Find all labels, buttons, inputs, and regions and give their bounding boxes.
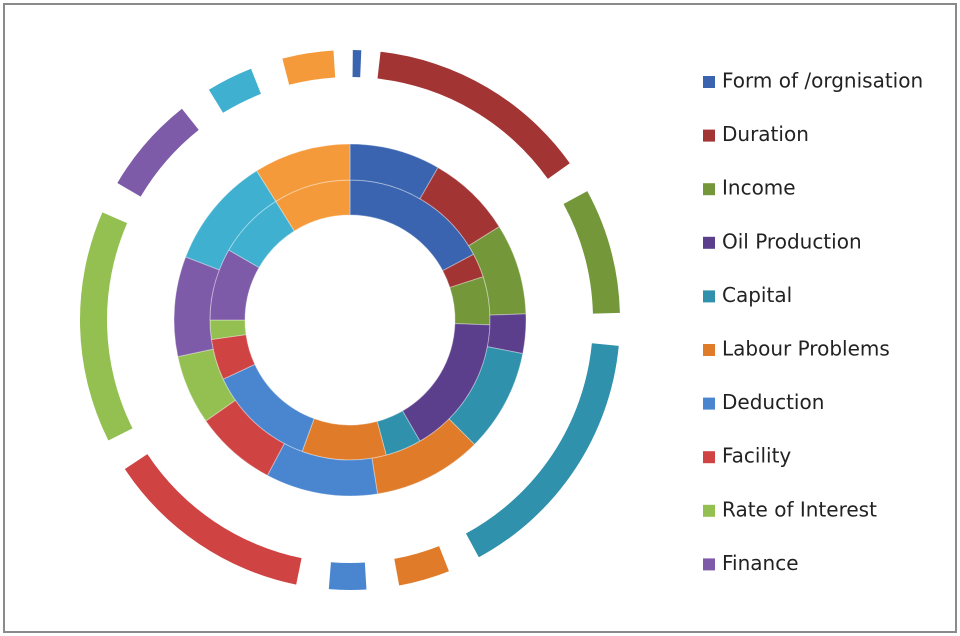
doughnut-segment <box>256 143 351 202</box>
doughnut-segment <box>465 343 619 558</box>
doughnut-segment <box>376 410 421 456</box>
legend-label: Oil Production <box>722 229 862 253</box>
legend-swatch <box>703 290 715 303</box>
doughnut-segment <box>208 68 261 113</box>
doughnut-segment <box>377 51 570 179</box>
doughnut-segment <box>419 166 500 247</box>
legend-label: Income <box>722 176 796 200</box>
doughnut-segment <box>275 179 351 232</box>
doughnut-segment <box>117 108 199 197</box>
legend-swatch <box>703 76 715 88</box>
legend-swatch <box>703 504 715 517</box>
legend-swatch <box>703 397 715 410</box>
doughnut-segment <box>394 546 449 586</box>
legend-label: Rate of Interest <box>722 497 877 521</box>
doughnut-segment <box>80 212 133 441</box>
doughnut-segment <box>486 313 527 355</box>
legend-swatch <box>703 344 715 356</box>
legend-swatch <box>703 129 715 142</box>
legend-label: Deduction <box>722 390 824 414</box>
legend-label: Facility <box>722 444 791 468</box>
doughnut-segment <box>449 276 491 326</box>
legend-label: Finance <box>722 551 799 575</box>
legend-swatch <box>703 236 715 249</box>
legend-swatch <box>703 558 715 571</box>
doughnut-segment <box>209 249 260 321</box>
doughnut-segment <box>185 170 277 271</box>
doughnut-segment <box>442 253 484 289</box>
legend-swatch <box>703 451 715 464</box>
doughnut-segment <box>563 191 620 314</box>
legend-label: Capital <box>722 283 792 307</box>
doughnut-segment <box>266 442 379 497</box>
legend-swatch <box>703 183 715 196</box>
legend-label: Duration <box>722 122 809 146</box>
doughnut-segment <box>124 454 302 585</box>
legend-label: Labour Problems <box>722 337 890 361</box>
doughnut-segment <box>228 200 296 269</box>
legend-label: Form of /orgnisation <box>722 69 923 93</box>
doughnut-segment <box>301 418 387 461</box>
doughnut-segment <box>282 50 336 85</box>
doughnut-segment <box>352 50 362 78</box>
doughnut-segment <box>328 562 367 590</box>
